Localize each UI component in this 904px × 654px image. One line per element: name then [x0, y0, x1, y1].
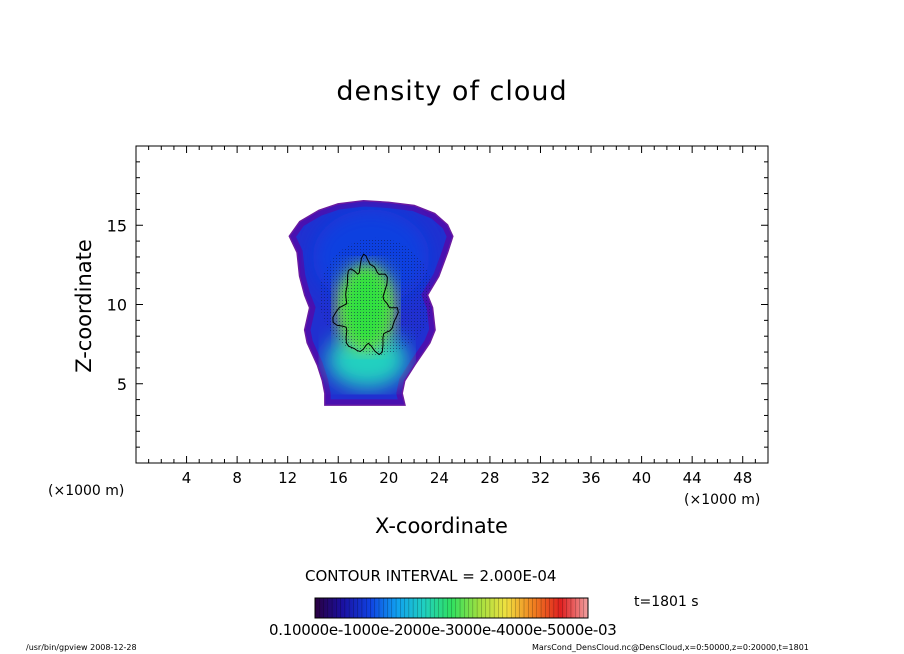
- y-tick-label: 15: [107, 216, 127, 235]
- y-tick-label: 5: [117, 375, 127, 394]
- colorbar: [314, 597, 589, 619]
- y-tick-label: 10: [107, 296, 127, 315]
- stipple-region: [319, 237, 434, 356]
- chart-title: density of cloud: [336, 76, 568, 107]
- x-axis-label: X-coordinate: [375, 514, 508, 538]
- x-tick-label: 44: [683, 469, 702, 487]
- x-tick-label: 16: [329, 469, 348, 487]
- colorbar-tick-labels: 0.10000e-1000e-2000e-3000e-4000e-5000e-0…: [269, 621, 617, 639]
- cloud-rim: [290, 201, 452, 405]
- x-tick-label: 36: [581, 469, 600, 487]
- y-axis-label: Z-coordinate: [72, 239, 96, 373]
- contour-lines: [332, 253, 399, 356]
- contour-interval-label: CONTOUR INTERVAL = 2.000E-04: [305, 567, 557, 585]
- x-unit-label-left: (×1000 m): [48, 483, 125, 499]
- x-unit-label-right: (×1000 m): [684, 492, 761, 508]
- x-tick-label: 40: [632, 469, 651, 487]
- cloud-field: [288, 199, 454, 406]
- time-label: t=1801 s: [634, 594, 699, 610]
- x-tick-label: 12: [278, 469, 297, 487]
- x-tick-label: 32: [531, 469, 550, 487]
- plot-frame: [135, 145, 769, 464]
- x-tick-label: 28: [480, 469, 499, 487]
- x-tick-label: 48: [733, 469, 752, 487]
- x-tick-label: 4: [182, 469, 192, 487]
- x-tick-label: 8: [232, 469, 242, 487]
- contour-line: [332, 253, 399, 356]
- x-tick-label: 20: [379, 469, 398, 487]
- x-tick-label: 24: [430, 469, 449, 487]
- cloud-interior: [290, 201, 452, 405]
- footer-source: MarsCond_DensCloud.nc@DensCloud,x=0:5000…: [532, 643, 809, 652]
- footer-command: /usr/bin/gpview 2008-12-28: [26, 643, 137, 652]
